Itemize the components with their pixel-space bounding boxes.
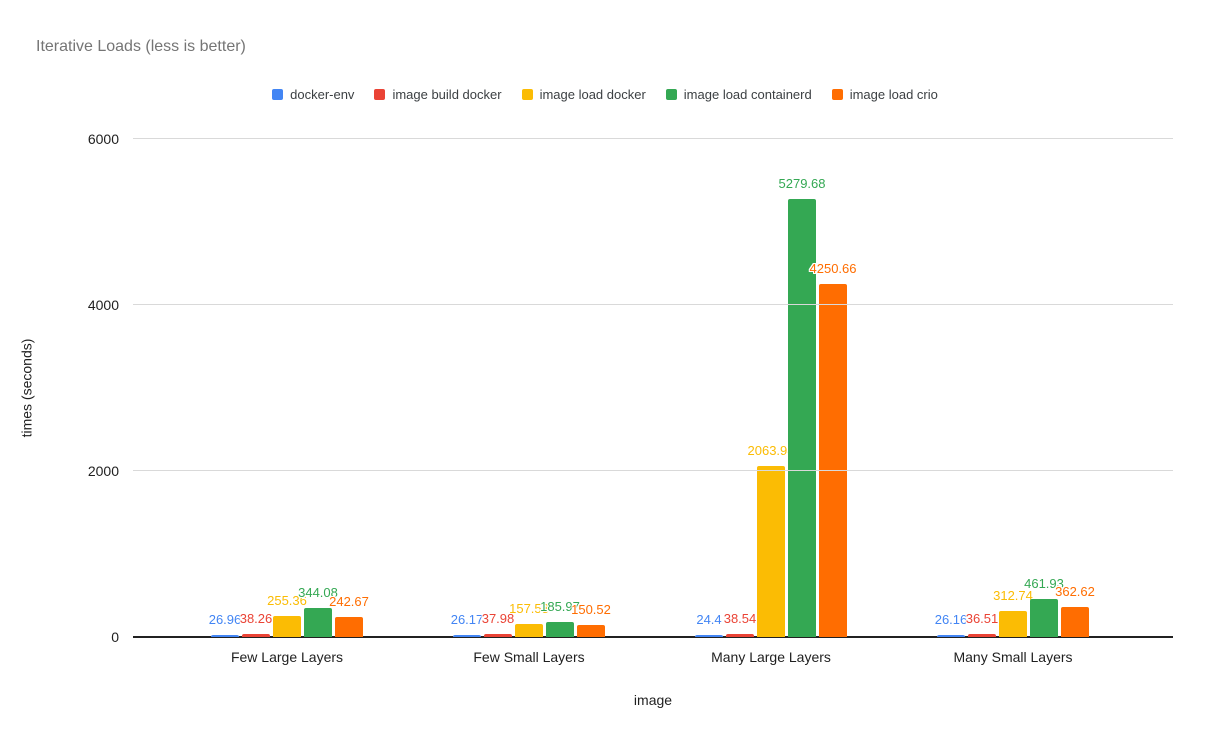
bar-image-load-docker-few-small-layers: 157.58 [509, 601, 549, 637]
x-category-label-few-small-layers: Few Small Layers [473, 649, 585, 665]
legend-label: image load containerd [683, 86, 812, 102]
gridline-2000 [133, 470, 1173, 471]
bar-image-load-crio-few-small-layers: 150.52 [571, 602, 611, 637]
bar-image-load-docker-many-large-layers: 2063.98 [748, 443, 795, 637]
bar-value-label: 24.4 [696, 611, 722, 627]
legend-item-image-load-docker: image load docker [521, 86, 646, 102]
legend-label: image load crio [849, 86, 938, 102]
chart-title: Iterative Loads (less is better) [36, 38, 246, 55]
y-tick-label-0: 0 [111, 629, 119, 645]
legend-label: image build docker [392, 86, 502, 102]
legend-swatch-icon [665, 88, 677, 100]
bar-value-label: 2063.98 [747, 442, 795, 458]
legend-item-image-build-docker: image build docker [374, 86, 502, 102]
legend-label: image load docker [539, 86, 646, 102]
bar-value-label: 38.54 [723, 610, 757, 626]
bar-group-many-large-layers: 24.4 38.54 2063.98 5279.68 4250.66 Many Large… [650, 139, 892, 665]
bar-value-label: 26.17 [450, 611, 484, 627]
x-category-label-many-small-layers: Many Small Layers [953, 649, 1073, 665]
bar-value-label: 150.52 [571, 601, 611, 617]
legend-label: docker-env [290, 86, 355, 102]
bar-image-load-crio-few-large-layers: 242.67 [329, 594, 369, 637]
bar-image-build-docker-few-large-layers: 38.26 [240, 611, 272, 637]
x-axis-title: image [633, 692, 673, 708]
bar-image-load-containerd-many-small-layers: 461.93 [1024, 576, 1064, 637]
bar-value-label: 38.26 [239, 610, 273, 626]
y-axis-title: times (seconds) [18, 338, 34, 438]
bar-image-load-docker-many-small-layers: 312.74 [993, 588, 1033, 637]
bar-image-load-containerd-many-large-layers: 5279.68 [779, 176, 826, 637]
bar-value-label: 362.62 [1055, 583, 1095, 599]
bar-value-label: 26.96 [208, 611, 242, 627]
y-tick-label-6000: 6000 [87, 131, 119, 147]
bar-image-build-docker-many-large-layers: 38.54 [724, 611, 756, 637]
bar-value-label: 461.93 [1024, 575, 1064, 591]
bar-value-label: 242.67 [329, 593, 369, 609]
bar-image-build-docker-many-small-layers: 36.51 [966, 611, 998, 637]
bar-group-few-large-layers: 26.96 38.26 255.36 344.08 242.67 Few Large La… [166, 139, 408, 665]
bar-value-label: 37.98 [481, 610, 515, 626]
legend-item-docker-env: docker-env [272, 87, 354, 102]
x-category-label-many-large-layers: Many Large Layers [711, 649, 831, 665]
plot-area: 26.96 38.26 255.36 344.08 242.67 Few Large La… [88, 131, 1173, 665]
legend-item-image-load-crio: image load crio [831, 86, 938, 102]
bar-image-load-crio-many-small-layers: 362.62 [1055, 584, 1095, 637]
bar-image-load-crio-many-large-layers: 4250.66 [810, 261, 857, 637]
bar-value-label: 4250.66 [809, 261, 857, 277]
bar-value-label: 36.51 [965, 610, 999, 626]
gridline-6000 [133, 138, 1173, 139]
bar-image-load-containerd-few-small-layers: 185.97 [540, 599, 580, 637]
legend-swatch-icon [831, 88, 843, 100]
bar-value-label: 312.74 [993, 588, 1033, 604]
x-axis-line [133, 636, 1173, 638]
bar-groups: 26.96 38.26 255.36 344.08 242.67 Few Large La… [166, 139, 1134, 665]
bar-image-load-docker-few-large-layers: 255.36 [267, 593, 307, 637]
bar-value-label: 344.08 [298, 585, 338, 601]
bar-value-label: 5279.68 [778, 175, 826, 191]
bar-value-label: 26.16 [934, 611, 968, 627]
bar-group-few-small-layers: 26.17 37.98 157.58 185.97 150.52 Few Small La… [408, 139, 650, 665]
legend-swatch-icon [374, 88, 386, 100]
bar-image-build-docker-few-small-layers: 37.98 [482, 611, 514, 637]
chart-legend: docker-env image build docker image load d… [0, 85, 1210, 103]
gridline-4000 [133, 304, 1173, 305]
y-tick-label-4000: 4000 [87, 297, 119, 313]
legend-swatch-icon [272, 88, 284, 100]
bar-docker-env-many-small-layers: 26.16 [935, 612, 967, 637]
x-category-label-few-large-layers: Few Large Layers [230, 649, 344, 665]
bar-group-many-small-layers: 26.16 36.51 312.74 461.93 362.62 Many Small L… [892, 139, 1134, 665]
bar-value-label: 255.36 [267, 592, 307, 608]
legend-item-image-load-containerd: image load containerd [665, 86, 812, 102]
bar-docker-env-many-large-layers: 24.4 [695, 612, 723, 637]
bar-docker-env-few-large-layers: 26.96 [209, 612, 241, 637]
bar-docker-env-few-small-layers: 26.17 [451, 612, 483, 637]
bar-image-load-containerd-few-large-layers: 344.08 [298, 585, 338, 637]
legend-swatch-icon [521, 88, 533, 100]
bar-value-label: 157.58 [509, 600, 549, 616]
bar-value-label: 185.97 [540, 598, 580, 614]
y-tick-label-2000: 2000 [87, 463, 119, 479]
